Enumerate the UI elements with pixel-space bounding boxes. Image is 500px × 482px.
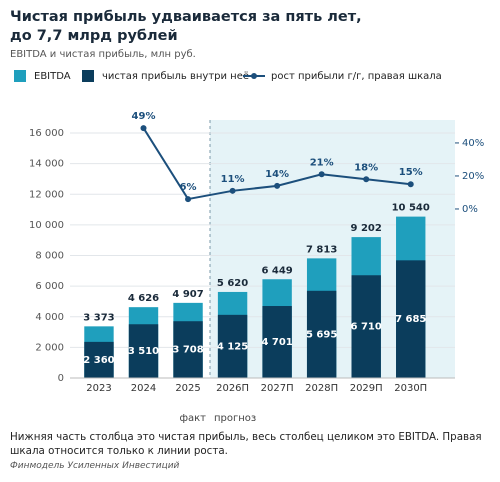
value-label: 49% [132,111,156,122]
value-label: 2 360 [83,355,114,366]
value-label: 4 626 [128,293,159,304]
bar [128,324,159,378]
chart-title: Чистая прибыль удваивается за пять лет, … [10,9,362,44]
value-label: 7 813 [306,244,337,255]
value-label: 3 510 [128,346,159,357]
bar [217,314,248,378]
source: Финмодель Усиленных Инвестиций [10,461,180,471]
y-tick-label: 16 000 [29,128,64,139]
y-tick-label: 2 000 [35,342,64,353]
legend-marker [251,73,257,79]
line-marker [140,125,147,132]
legend-label: EBITDA [34,71,71,82]
y-tick-label: 4 000 [35,312,64,323]
value-label: 14% [265,169,289,180]
bar [84,341,114,378]
x-tick-label: 2025 [175,383,200,394]
line-marker [274,182,281,189]
legend-swatch [82,70,94,82]
value-label: 6 449 [261,265,292,276]
value-label: 5 620 [217,278,248,289]
bar [306,290,337,378]
x-tick-label: 2028П [305,383,338,394]
y-tick-label: 8 000 [35,251,64,262]
value-label: 5 695 [306,329,337,340]
value-label: 3 373 [83,312,114,323]
line-marker [229,187,236,194]
value-label: 10 540 [392,203,430,214]
value-label: 3 708 [172,345,203,356]
value-label: 6 710 [351,322,382,333]
value-label: 6% [180,182,197,193]
y2-tick-label: 20% [462,171,484,182]
bar [173,321,203,378]
value-label: 9 202 [351,223,382,234]
x-tick-label: 2026П [216,383,249,394]
legend-swatch [14,70,26,82]
x-tick-label: 2027П [261,383,294,394]
annotation: факт [179,413,206,424]
line-marker [363,176,370,183]
y2-tick-label: 0% [462,204,478,215]
line-marker [407,181,414,188]
y-tick-label: 6 000 [35,281,64,292]
value-label: 7 685 [395,314,426,325]
value-label: 4 701 [261,337,292,348]
legend-label: рост прибыли г/г, правая шкала [271,71,442,82]
x-tick-label: 2029П [350,383,383,394]
value-label: 18% [354,162,378,173]
annotation: прогноз [214,413,256,424]
value-label: 21% [310,157,334,168]
value-label: 4 125 [217,341,248,352]
note: Нижняя часть столбца это чистая прибыль,… [10,431,482,457]
y-tick-label: 10 000 [29,220,64,231]
line-marker [185,196,192,203]
line-marker [318,171,325,178]
value-label: 15% [399,167,423,178]
value-label: 4 907 [172,289,203,300]
y-tick-label: 14 000 [29,159,64,170]
bar [396,260,426,378]
y-tick-label: 12 000 [29,189,64,200]
bar [262,306,292,378]
x-tick-label: 2024 [131,383,156,394]
y-tick-label: 0 [58,373,64,384]
x-tick-label: 2023 [86,383,111,394]
value-label: 11% [221,174,245,185]
bar [351,275,381,378]
legend-label: чистая прибыль внутри неё [102,71,249,82]
x-tick-label: 2030П [394,383,427,394]
chart-subtitle: EBITDA и чистая прибыль, млн руб. [10,49,196,60]
y2-tick-label: 40% [462,138,484,149]
